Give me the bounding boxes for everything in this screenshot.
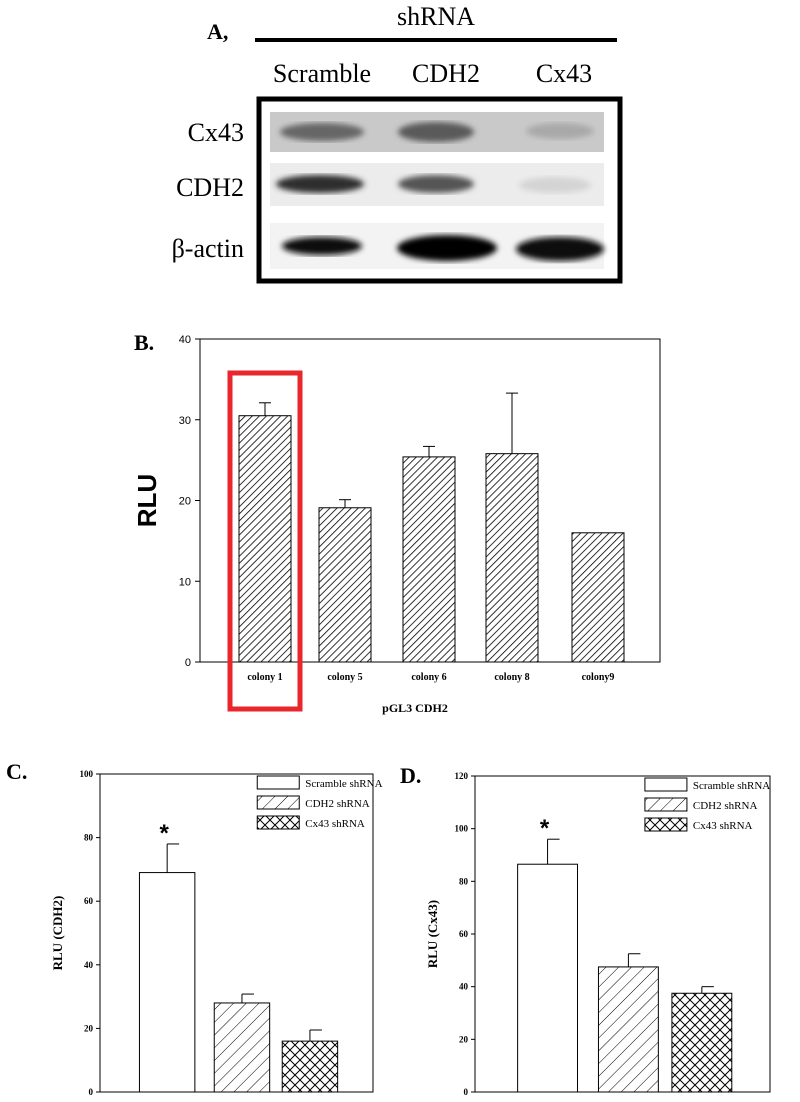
bar-colony-6 (402, 456, 456, 663)
bar-colony-1 (238, 415, 292, 663)
western-blot-figure: A, shRNA Scramble CDH2 Cx43 Cx43 CDH2 β-… (172, 2, 623, 284)
row-label-beta-actin: β-actin (172, 234, 244, 263)
y-tick-label-10: 10 (179, 576, 191, 588)
legend-swatch-scramble-shrna (256, 775, 300, 790)
significance-marker: * (540, 815, 550, 842)
bar-cdh2-shrna (597, 966, 659, 1093)
y-tick-label-80: 80 (459, 876, 469, 886)
highlight-box (227, 370, 303, 712)
chart-c: C. 0 20 40 60 80 100 RLU (CDH2) * Scramble shRNA C… (6, 759, 383, 1097)
y-tick-label-30: 30 (179, 415, 191, 427)
y-axis-title: RLU (CDH2) (50, 896, 65, 971)
legend-label-cx43-shrna: Cx43 shRNA (693, 820, 753, 832)
band-cx43-cx43 (526, 123, 594, 139)
legend-label-cdh2-shrna: CDH2 shRNA (693, 800, 758, 812)
bar-cdh2-shrna (213, 1002, 271, 1093)
bar-cx43-shrna (281, 1040, 339, 1093)
y-tick-label-20: 20 (84, 1023, 94, 1033)
band-cdh2-cx43 (519, 177, 591, 193)
shrna-group-label: shRNA (397, 2, 475, 31)
chart-b: B. 0 10 20 30 40 RLU colony 1 colony 5 colony 6 co… (132, 330, 661, 715)
panel-a-label: A, (207, 19, 228, 44)
y-tick-label-80: 80 (84, 833, 94, 843)
y-tick-label-0: 0 (89, 1087, 94, 1097)
bar-colony-8 (485, 453, 539, 663)
legend-swatch-cx43-shrna (644, 817, 688, 832)
band-cdh2-cdh2 (398, 175, 474, 193)
lane-label-scramble: Scramble (273, 59, 371, 88)
x-axis-title: pGL3 CDH2 (382, 701, 448, 715)
lane-label-cx43: Cx43 (536, 59, 592, 88)
legend-label-scramble-shrna: Scramble shRNA (305, 778, 382, 790)
panel-b-label: B. (134, 330, 154, 355)
bar-scramble-shrna (138, 872, 196, 1093)
row-label-cx43: Cx43 (188, 118, 244, 147)
x-tick-label-colony-1: colony 1 (247, 672, 282, 683)
y-tick-label-40: 40 (84, 960, 94, 970)
legend-swatch-scramble-shrna (644, 777, 688, 792)
band-cx43-scramble (280, 123, 364, 141)
y-tick-label-120: 120 (455, 771, 469, 781)
lane-label-cdh2: CDH2 (412, 59, 480, 88)
chart-d: D. 0 20 40 60 80 100 120 RLU (Cx43) * Scramble shR… (400, 763, 771, 1097)
panel-label: D. (400, 763, 421, 788)
y-tick-label-60: 60 (84, 896, 94, 906)
y-tick-label-60: 60 (459, 929, 469, 939)
legend-label-scramble-shrna: Scramble shRNA (693, 780, 770, 792)
bar-scramble-shrna (517, 863, 579, 1093)
legend-swatch-cdh2-shrna (256, 795, 300, 810)
significance-marker: * (159, 820, 169, 847)
band-cx43-cdh2 (398, 122, 474, 142)
bar-colony-5 (318, 507, 372, 663)
western-blot-panel: A, shRNA Scramble CDH2 Cx43 Cx43 CDH2 β-… (0, 0, 800, 300)
band-actin-scramble (282, 237, 362, 255)
y-tick-label-100: 100 (80, 769, 94, 779)
y-tick-label-100: 100 (455, 824, 469, 834)
legend-swatch-cx43-shrna (256, 815, 300, 830)
legend-swatch-cdh2-shrna (644, 797, 688, 812)
y-tick-label-20: 20 (179, 496, 191, 508)
band-cdh2-scramble (276, 175, 364, 193)
legend-label-cdh2-shrna: CDH2 shRNA (305, 798, 370, 810)
y-axis-title: RLU (Cx43) (425, 900, 440, 968)
y-tick-label-20: 20 (459, 1034, 469, 1044)
y-tick-label-40: 40 (179, 334, 191, 346)
bar-colony9 (571, 532, 625, 663)
x-tick-label-colony-5: colony 5 (327, 672, 362, 683)
y-tick-label-40: 40 (459, 982, 469, 992)
x-tick-label-colony-8: colony 8 (494, 672, 529, 683)
band-actin-cx43 (516, 237, 604, 261)
x-tick-label-colony9: colony9 (582, 672, 615, 683)
y-tick-label-0: 0 (464, 1087, 469, 1097)
y-axis-title: RLU (132, 474, 162, 527)
panel-label: C. (6, 759, 27, 784)
bar-cx43-shrna (671, 992, 733, 1093)
x-tick-label-colony-6: colony 6 (411, 672, 446, 683)
legend-label-cx43-shrna: Cx43 shRNA (305, 818, 365, 830)
row-label-cdh2: CDH2 (176, 173, 244, 202)
y-tick-label-0: 0 (185, 657, 191, 669)
band-actin-cdh2 (397, 235, 497, 261)
